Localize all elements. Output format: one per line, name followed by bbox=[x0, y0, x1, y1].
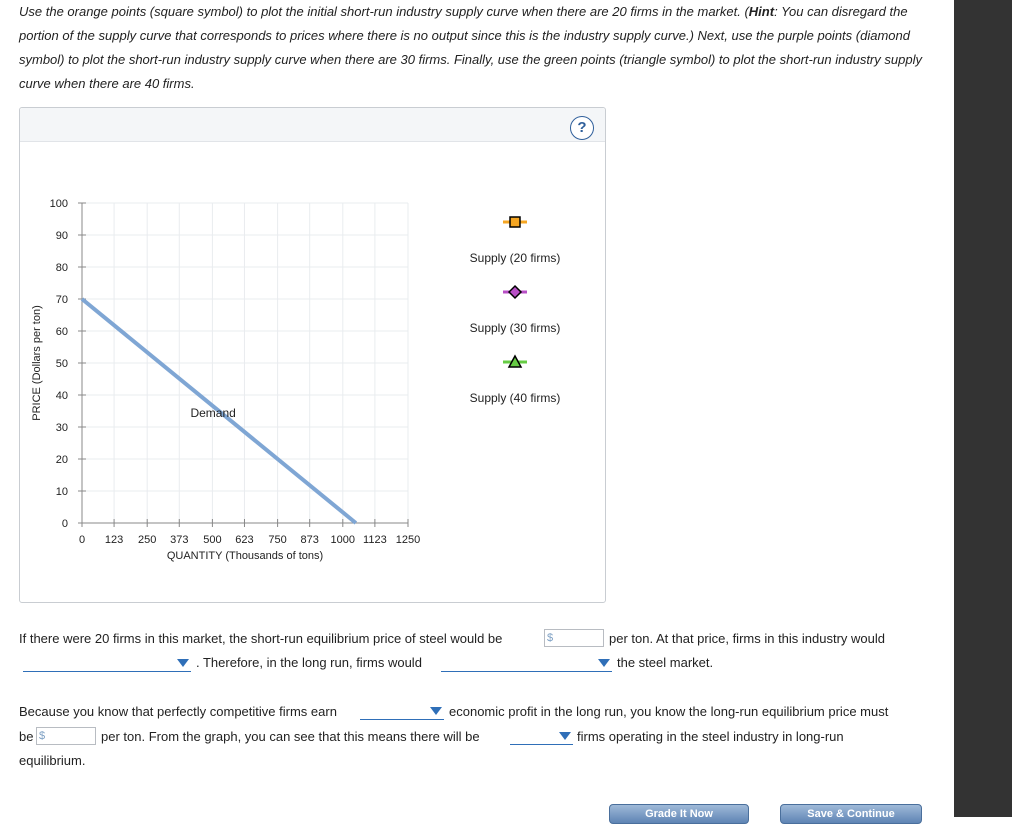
long-run-price-input[interactable]: $ bbox=[36, 727, 96, 745]
legend-label: Supply (40 firms) bbox=[470, 391, 561, 405]
y-tick-label: 100 bbox=[50, 198, 68, 210]
y-tick-label: 40 bbox=[56, 390, 68, 402]
hint-label: Hint bbox=[748, 4, 775, 19]
triangle-marker-icon bbox=[507, 354, 523, 368]
q2-text-b: economic profit in the long run, you kno… bbox=[449, 704, 889, 719]
right-sidebar bbox=[954, 0, 1012, 817]
y-tick-label: 10 bbox=[56, 486, 68, 498]
chevron-down-icon bbox=[177, 659, 189, 667]
y-tick-label: 30 bbox=[56, 422, 68, 434]
currency-symbol: $ bbox=[547, 632, 554, 644]
demand-curve-line bbox=[80, 297, 358, 525]
q2-text-a: Because you know that perfectly competit… bbox=[19, 704, 337, 719]
instructions-part2: : You can disregard the portion of the s… bbox=[19, 4, 922, 91]
y-tick-label: 0 bbox=[62, 518, 68, 530]
q1-text-d: the steel market. bbox=[617, 655, 714, 670]
chevron-down-icon bbox=[430, 707, 442, 715]
q2-text-f: equilibrium. bbox=[19, 753, 86, 768]
q2-text-e: firms operating in the steel industry in… bbox=[577, 729, 844, 744]
x-tick-label: 750 bbox=[268, 534, 286, 546]
x-tick-label: 373 bbox=[170, 534, 188, 546]
save-continue-button[interactable]: Save & Continue bbox=[780, 804, 922, 824]
grade-it-now-button[interactable]: Grade It Now bbox=[609, 804, 749, 824]
chevron-down-icon bbox=[559, 732, 571, 740]
x-tick-label: 500 bbox=[203, 534, 221, 546]
currency-symbol: $ bbox=[39, 730, 46, 742]
x-tick-label: 1123 bbox=[363, 534, 387, 546]
firm-count-dropdown[interactable] bbox=[510, 727, 573, 745]
price-input-20-firms[interactable]: $ bbox=[544, 629, 604, 647]
legend-label: Supply (20 firms) bbox=[470, 251, 561, 265]
demand-label: Demand bbox=[190, 406, 235, 420]
graph-panel: ? 0 10 20 30 40 50 60 70 80 90 100 0 123 250 373 500 623… bbox=[19, 107, 606, 603]
x-tick-label: 1000 bbox=[331, 534, 355, 546]
y-tick-label: 80 bbox=[56, 262, 68, 274]
legend-label: Supply (30 firms) bbox=[470, 321, 561, 335]
help-icon[interactable]: ? bbox=[570, 116, 594, 140]
x-tick-label: 1250 bbox=[396, 534, 420, 546]
y-tick-label: 90 bbox=[56, 230, 68, 242]
x-tick-label: 873 bbox=[300, 534, 318, 546]
instructions-part1: Use the orange points (square symbol) to… bbox=[19, 4, 749, 19]
long-run-entry-dropdown[interactable] bbox=[441, 654, 612, 672]
y-axis-label: PRICE (Dollars per ton) bbox=[31, 305, 43, 421]
x-tick-label: 0 bbox=[79, 534, 85, 546]
q1-text-b: per ton. At that price, firms in this in… bbox=[609, 631, 886, 646]
q2-text-d: per ton. From the graph, you can see tha… bbox=[101, 729, 480, 744]
economic-profit-dropdown[interactable] bbox=[360, 702, 444, 720]
q1-text-c: . Therefore, in the long run, firms woul… bbox=[196, 655, 422, 670]
x-tick-label: 623 bbox=[235, 534, 253, 546]
firms-action-dropdown[interactable] bbox=[23, 654, 191, 672]
graph-toolbar bbox=[20, 108, 605, 142]
instructions-text: Use the orange points (square symbol) to… bbox=[19, 0, 939, 96]
q2-text-c: be bbox=[19, 729, 34, 744]
y-tick-label: 20 bbox=[56, 454, 68, 466]
y-tick-label: 50 bbox=[56, 358, 68, 370]
diamond-marker-icon bbox=[507, 284, 523, 300]
square-marker-icon bbox=[509, 216, 521, 228]
y-tick-label: 60 bbox=[56, 326, 68, 338]
chevron-down-icon bbox=[598, 659, 610, 667]
y-tick-label: 70 bbox=[56, 294, 68, 306]
x-axis-label: QUANTITY (Thousands of tons) bbox=[167, 550, 323, 562]
x-tick-label: 123 bbox=[105, 534, 123, 546]
q1-text-a: If there were 20 firms in this market, t… bbox=[19, 631, 503, 646]
x-tick-label: 250 bbox=[138, 534, 156, 546]
